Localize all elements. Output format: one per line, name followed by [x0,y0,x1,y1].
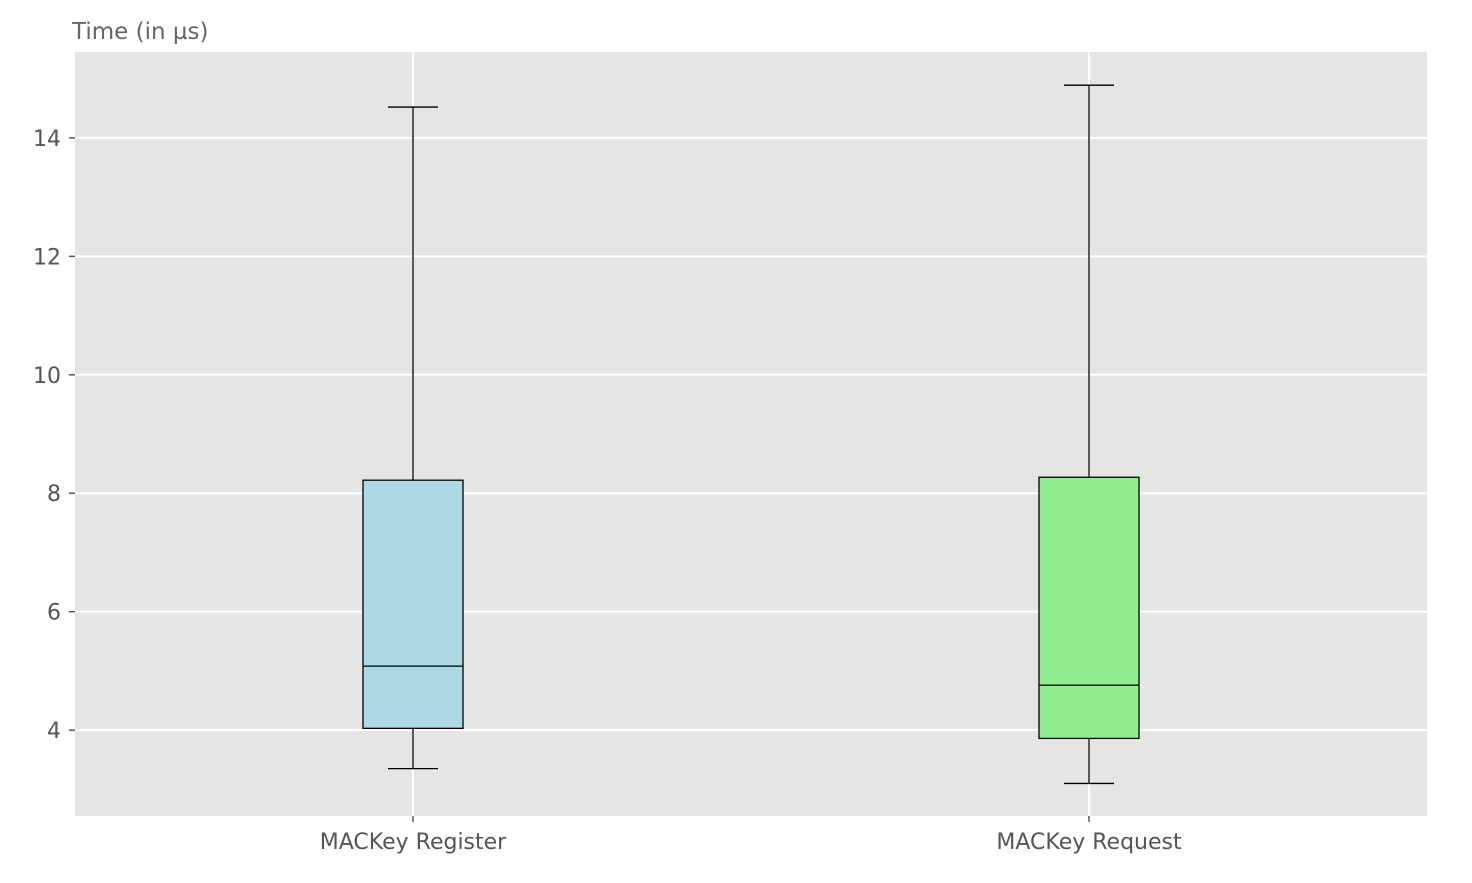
y-axis-title: Time (in µs) [71,19,208,45]
y-axis-ticks: 4 6 8 10 12 14 [33,127,75,744]
box-1 [362,106,464,770]
x-tick-label: MACKey Request [996,830,1182,855]
iqr-box [1038,476,1140,740]
y-tick-label: 4 [47,719,61,744]
y-tick-label: 10 [33,364,61,389]
y-tick-label: 14 [33,127,61,152]
iqr-box [362,479,464,729]
boxes-layer [362,84,1140,785]
y-tick-label: 12 [33,245,61,270]
x-axis-ticks: MACKey Register MACKey Request [320,816,1182,855]
y-tick-label: 6 [47,601,61,626]
box-2 [1038,84,1140,785]
y-tick-label: 8 [47,482,61,507]
plot-background [75,52,1427,816]
x-tick-label: MACKey Register [320,830,507,855]
